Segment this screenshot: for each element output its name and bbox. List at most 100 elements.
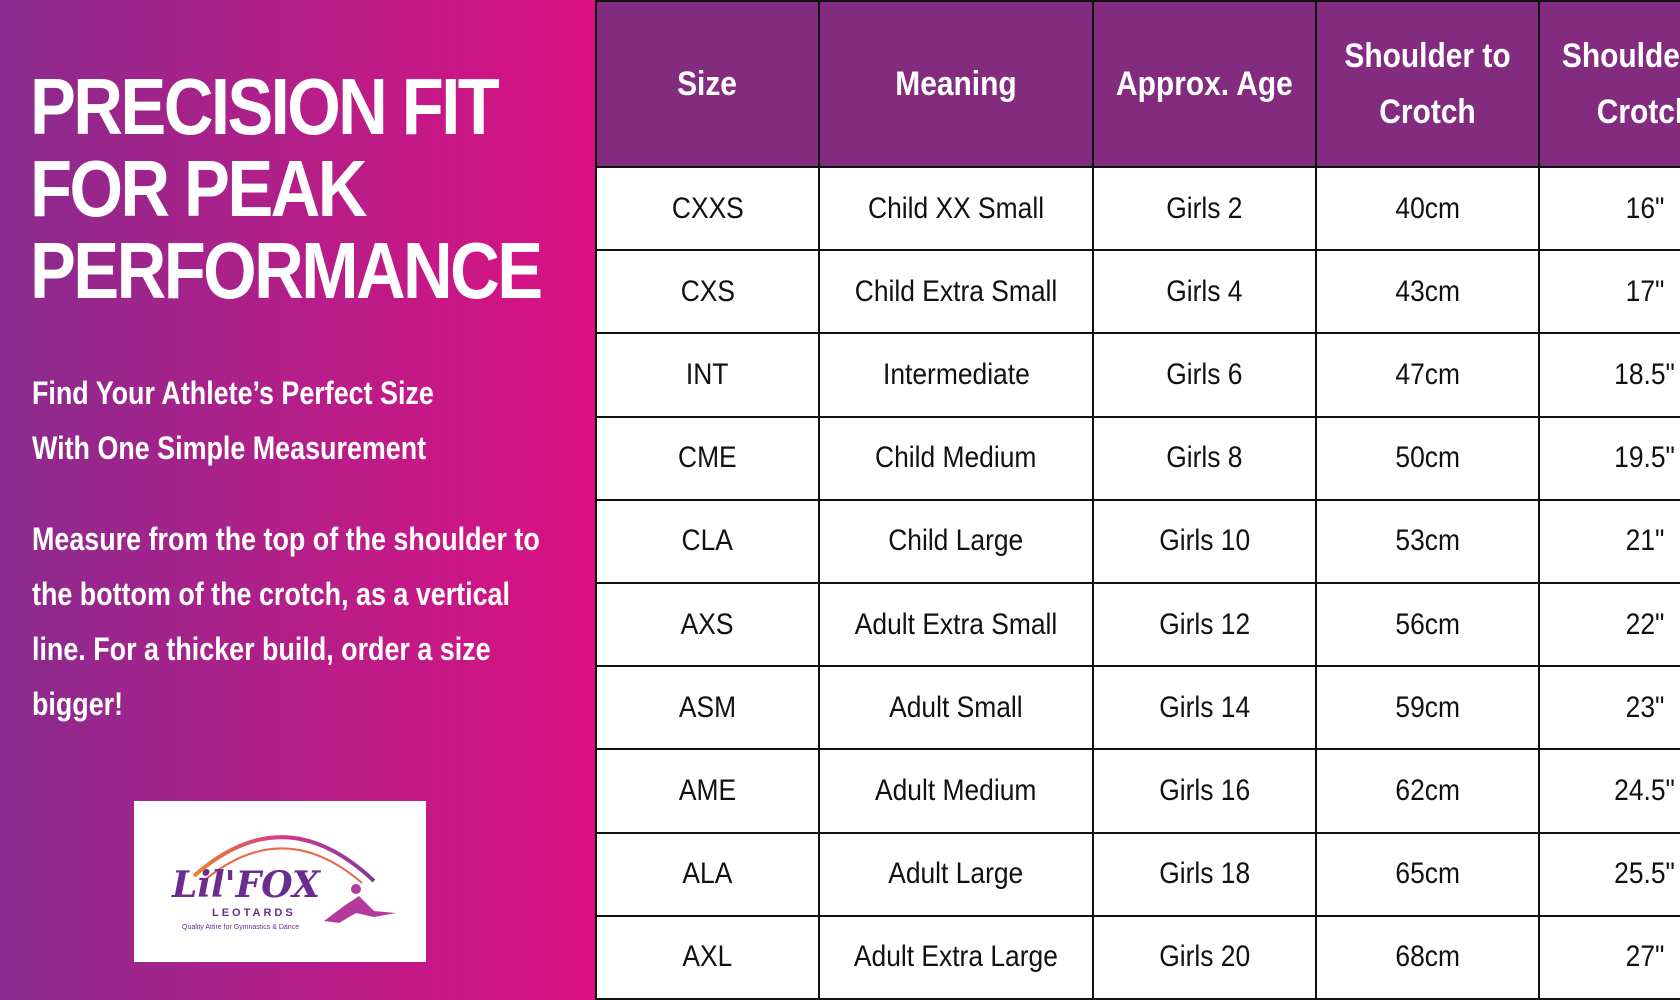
logo-sub: LEOTARDS: [212, 907, 296, 919]
table-cell: 19.5": [1538, 415, 1680, 501]
cell-text: Girls 8: [1166, 441, 1243, 475]
cell-text: 47cm: [1395, 357, 1460, 391]
table-cell: AXL: [595, 914, 820, 1000]
cell-text: 23": [1625, 690, 1665, 724]
table-cell: 56cm: [1315, 581, 1540, 668]
logo-arc: [192, 835, 376, 883]
cell-text: Adult Extra Large: [854, 940, 1058, 974]
table-cell: 43cm: [1315, 249, 1540, 335]
cell-text: AXS: [681, 607, 734, 641]
cell-text: 62cm: [1395, 773, 1460, 807]
logo-tagline: Quality Attire for Gymnastics & Dance: [182, 924, 299, 931]
table-cell: 40cm: [1315, 165, 1540, 252]
header-cell: Shoulder to Crotch: [1315, 0, 1540, 168]
cell-text: CXS: [680, 274, 735, 308]
cell-text: Adult Medium: [875, 773, 1037, 807]
table-cell: 68cm: [1315, 914, 1540, 1000]
table-cell: 18.5": [1538, 332, 1680, 418]
logo-gymnast: [324, 896, 396, 923]
cell-text: Girls 20: [1159, 940, 1250, 974]
table-cell: Girls 10: [1092, 498, 1317, 584]
table-cell: 65cm: [1315, 831, 1540, 917]
cell-text: Girls 6: [1166, 357, 1243, 391]
size-table: Size Meaning Approx. Age Shoulder to Crotch…: [595, 0, 1680, 1000]
logo-brand: Lil'FOX: [171, 864, 322, 906]
table-cell: 50cm: [1315, 415, 1540, 501]
cell-text: Girls 12: [1159, 607, 1250, 641]
table-cell: 25.5": [1538, 831, 1680, 917]
table-cell: 62cm: [1315, 748, 1540, 834]
table-row: AME Adult Medium Girls 16 62cm 24.5": [595, 748, 1680, 834]
cell-text: Adult Small: [889, 690, 1023, 724]
header-cell: Approx. Age: [1092, 0, 1317, 168]
table-cell: Child Medium: [818, 415, 1094, 501]
cell-text: 59cm: [1395, 690, 1460, 724]
subtitle-line: With One Simple Measurement: [32, 430, 427, 466]
cell-text: 24.5": [1614, 773, 1676, 807]
title-line: PRECISION FIT: [30, 62, 500, 151]
table-cell: Girls 20: [1092, 914, 1317, 1000]
cell-text: 40cm: [1395, 191, 1460, 225]
cell-text: CME: [678, 441, 737, 475]
table-cell: 24.5": [1538, 748, 1680, 834]
cell-text: 65cm: [1395, 857, 1460, 891]
title-line: FOR PEAK: [30, 144, 367, 233]
table-cell: 47cm: [1315, 332, 1540, 418]
table-cell: Adult Medium: [818, 748, 1094, 834]
logo: Lil'FOX LEOTARDS Quality Attire for Gymn…: [134, 801, 426, 962]
cell-text: Girls 14: [1159, 690, 1250, 724]
logo-gymnast-head: [351, 884, 361, 894]
table-cell: Child XX Small: [818, 165, 1094, 252]
table-row: INT Intermediate Girls 6 47cm 18.5": [595, 332, 1680, 418]
header-text: Shoulder to Crotch: [1561, 37, 1680, 131]
cell-text: 25.5": [1614, 857, 1676, 891]
cell-text: Child Extra Small: [854, 274, 1058, 308]
table-row: AXL Adult Extra Large Girls 20 68cm 27": [595, 914, 1680, 1000]
header-text: Approx. Age: [1116, 65, 1293, 103]
table-cell: AME: [595, 748, 820, 834]
cell-text: ALA: [682, 857, 733, 891]
instructions: Measure from the top of the shoulder to …: [32, 521, 540, 722]
cell-text: 17": [1625, 274, 1665, 308]
table-cell: CME: [595, 415, 820, 501]
cell-text: AME: [678, 773, 737, 807]
table-row: CXXS Child XX Small Girls 2 40cm 16": [595, 165, 1680, 252]
table-cell: ASM: [595, 665, 820, 751]
cell-text: AXL: [682, 940, 733, 974]
cell-text: 50cm: [1395, 441, 1460, 475]
title: PRECISION FIT FOR PEAK PERFORMANCE: [30, 66, 624, 312]
cell-text: Intermediate: [882, 357, 1030, 391]
table-cell: Girls 8: [1092, 415, 1317, 501]
table-cell: 22": [1538, 581, 1680, 668]
table-cell: 17": [1538, 249, 1680, 335]
table-cell: Intermediate: [818, 332, 1094, 418]
table-cell: 59cm: [1315, 665, 1540, 751]
table-cell: CXXS: [595, 165, 820, 252]
table-cell: Girls 14: [1092, 665, 1317, 751]
cell-text: Girls 4: [1166, 274, 1243, 308]
cell-text: 53cm: [1395, 524, 1460, 558]
table-cell: Adult Small: [818, 665, 1094, 751]
header-text: Size: [677, 65, 738, 103]
table-cell: Girls 18: [1092, 831, 1317, 917]
table-cell: 16": [1538, 165, 1680, 252]
header-row: Size Meaning Approx. Age Shoulder to Crotch…: [595, 0, 1680, 168]
cell-text: 22": [1625, 607, 1665, 641]
header-text: Shoulder to Crotch: [1344, 37, 1511, 131]
table-cell: Adult Extra Large: [818, 914, 1094, 1000]
table-cell: Child Large: [818, 498, 1094, 584]
cell-text: 21": [1625, 524, 1665, 558]
cell-text: 43cm: [1395, 274, 1460, 308]
header-cell: Meaning: [818, 0, 1094, 168]
table-row: CXS Child Extra Small Girls 4 43cm 17": [595, 249, 1680, 335]
table-cell: Girls 12: [1092, 581, 1317, 668]
table-cell: 21": [1538, 498, 1680, 584]
cell-text: 68cm: [1395, 940, 1460, 974]
cell-text: CXXS: [671, 191, 744, 225]
cell-text: Child Medium: [875, 441, 1037, 475]
table-row: AXS Adult Extra Small Girls 12 56cm 22": [595, 581, 1680, 668]
cell-text: Girls 16: [1159, 773, 1250, 807]
cell-text: 16": [1625, 191, 1665, 225]
table-cell: CLA: [595, 498, 820, 584]
cell-text: ASM: [678, 690, 737, 724]
